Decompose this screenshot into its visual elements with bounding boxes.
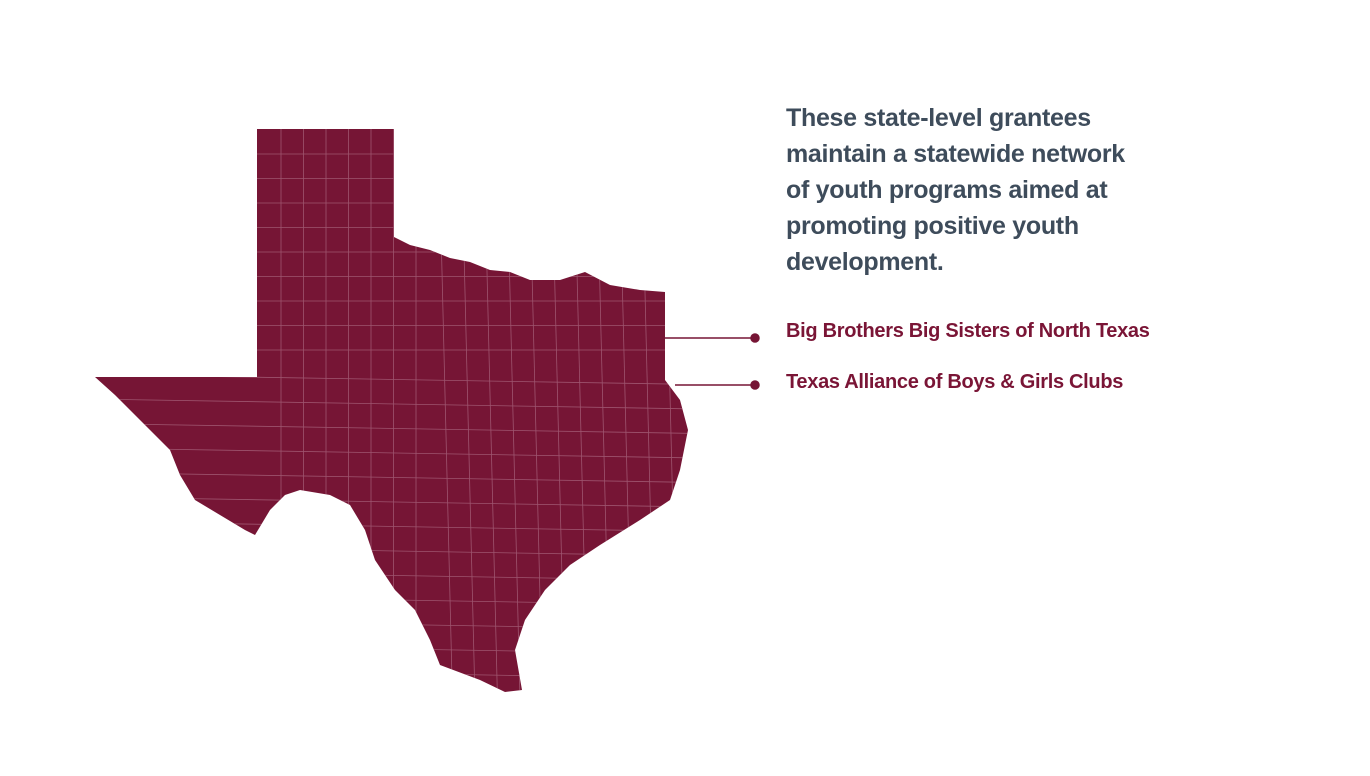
intro-line: These state-level grantees (786, 104, 1091, 132)
intro-line: development. (786, 248, 944, 276)
intro-line: maintain a statewide network (786, 140, 1125, 168)
intro-text: These state-level grantees maintain a sta… (786, 100, 1125, 280)
connectors (662, 333, 760, 390)
texas-shape (95, 129, 688, 692)
intro-line: of youth programs aimed at (786, 176, 1108, 204)
intro-line: promoting positive youth (786, 212, 1079, 240)
grantee-label: Big Brothers Big Sisters of North Texas (786, 320, 1150, 342)
grantee-label: Texas Alliance of Boys & Girls Clubs (786, 371, 1124, 393)
